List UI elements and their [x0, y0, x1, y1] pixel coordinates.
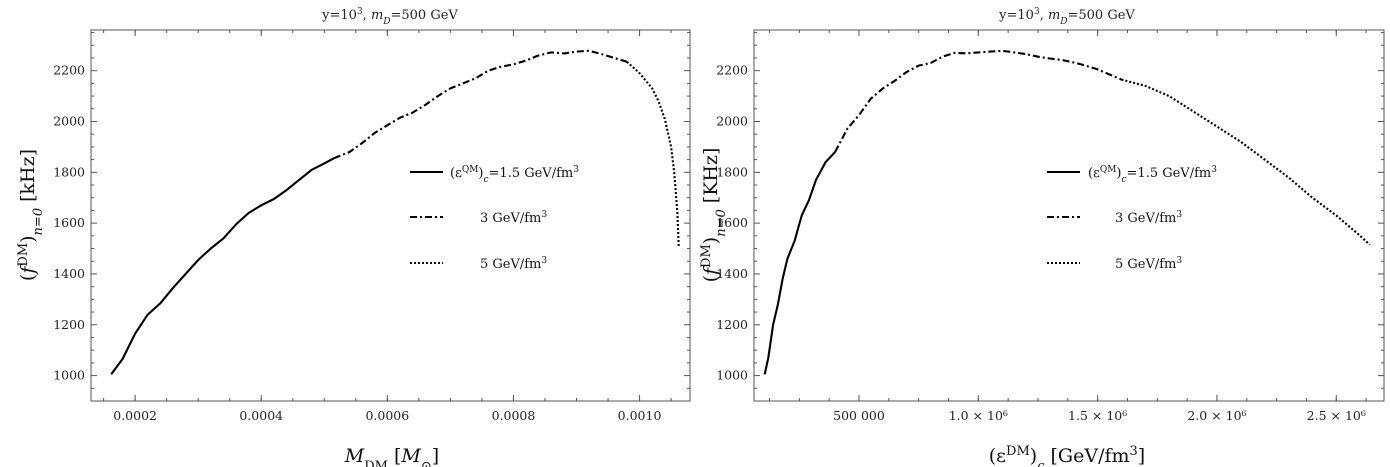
legend-label-1: (εQM)c=1.5 GeV/fm3	[450, 165, 579, 185]
y-tick-label: 1200	[53, 317, 85, 332]
chart-legend: (εQM)c=1.5 GeV/fm3 3 GeV/fm3 5 GeV/fm3	[410, 165, 579, 272]
x-axis-label: MDM [M⊙]	[344, 445, 439, 467]
x-tick-label: 0.0010	[618, 408, 662, 423]
y-tick-label: 1800	[716, 164, 748, 179]
legend-label-3: 5 GeV/fm3	[480, 256, 547, 272]
plot-frame	[90, 29, 691, 402]
x-tick-label: 500 000	[833, 408, 885, 423]
y-tick-label: 2200	[53, 63, 85, 78]
y-tick-label: 1400	[53, 266, 85, 281]
chart-right-svg: 500 000 1.0 × 10⁶ 1.5 × 10⁶ 2.0 × 10⁶ 2.5 × …	[699, 7, 1385, 467]
y-tick-label: 1400	[716, 266, 748, 281]
y-tick-label: 2000	[53, 113, 85, 128]
plot-frame	[753, 29, 1385, 402]
x-tick-label: 0.0004	[239, 408, 283, 423]
y-tick-label: 1800	[53, 164, 85, 179]
chart-legend: (εQM)c=1.5 GeV/fm3 3 GeV/fm3 5 GeV/fm3	[1047, 165, 1217, 272]
series-line-dashdot	[834, 49, 1122, 153]
y-tick-label: 1000	[53, 368, 85, 383]
y-axis-label: (fDM)n=0 [KHz]	[699, 148, 729, 283]
y-tick-label: 1600	[716, 215, 748, 230]
x-tick-label: 1.5 × 10⁶	[1068, 408, 1127, 423]
x-tick-label: 1.0 × 10⁶	[949, 408, 1008, 423]
x-tick-label: 0.0006	[365, 408, 409, 423]
legend-label-2: 3 GeV/fm3	[480, 210, 547, 226]
y-tick-label: 1600	[53, 215, 85, 230]
legend-label-1: (εQM)c=1.5 GeV/fm3	[1088, 165, 1217, 185]
y-tick-label: 1000	[716, 368, 748, 383]
x-tick-label: 2.5 × 10⁶	[1307, 408, 1366, 423]
x-tick-label: 0.0002	[113, 408, 157, 423]
chart-title: y=103, mD=500 GeV	[998, 7, 1135, 27]
chart-left-svg: 0.0002 0.0004 0.0006 0.0008 0.0010 1000 1200 14…	[16, 7, 691, 467]
plot-area: 500 000 1.0 × 10⁶ 1.5 × 10⁶ 2.0 × 10⁶ 2.5 × …	[716, 29, 1385, 423]
series-line-dashdot	[333, 49, 628, 160]
x-tick-label: 2.0 × 10⁶	[1187, 408, 1246, 423]
legend-label-2: 3 GeV/fm3	[1115, 210, 1182, 226]
chart-panel-left: 0.0002 0.0004 0.0006 0.0008 0.0010 1000 1200 14…	[16, 7, 691, 467]
x-axis-label: (εDM)c [GeV/fm3]	[989, 444, 1145, 467]
y-tick-label: 2000	[716, 113, 748, 128]
series-line-dotted	[626, 61, 680, 247]
x-tick-label: 0.0008	[492, 408, 536, 423]
y-axis-label: (fDM)n=0 [kHz]	[16, 149, 46, 281]
series-line-dotted	[1121, 78, 1371, 246]
y-tick-label: 2200	[716, 63, 748, 78]
y-tick-label: 1200	[716, 317, 748, 332]
legend-label-3: 5 GeV/fm3	[1115, 256, 1182, 272]
chart-title: y=103, mD=500 GeV	[321, 7, 458, 27]
series-line-solid	[763, 151, 836, 375]
plot-area: 0.0002 0.0004 0.0006 0.0008 0.0010 1000 1200 14…	[53, 29, 691, 423]
chart-panel-right: 500 000 1.0 × 10⁶ 1.5 × 10⁶ 2.0 × 10⁶ 2.5 × …	[695, 0, 1390, 467]
series-line-solid	[110, 157, 335, 375]
